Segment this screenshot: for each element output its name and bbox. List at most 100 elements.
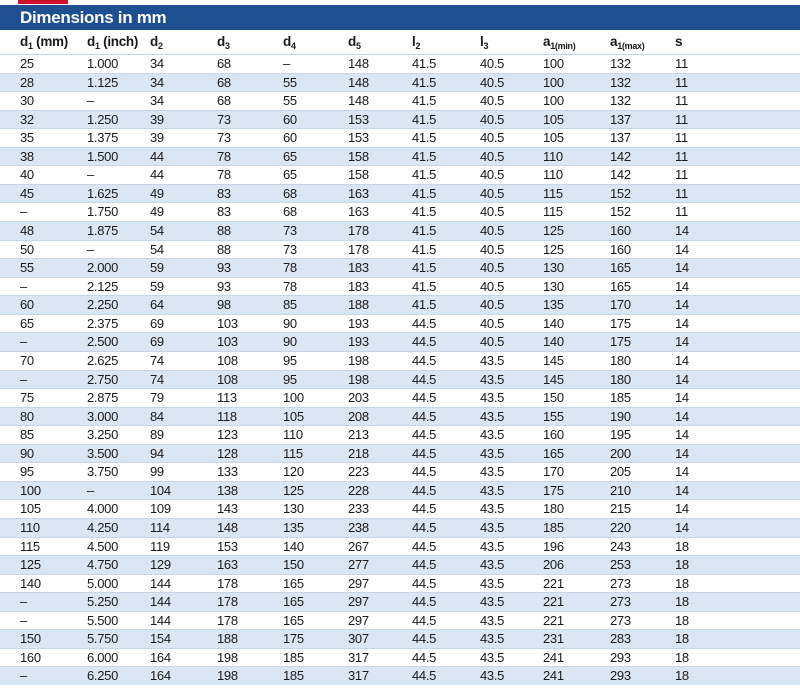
table-cell: 221 (543, 612, 564, 628)
header-base: d (87, 34, 95, 49)
table-cell: 80 (20, 408, 34, 424)
table-cell: 32 (20, 111, 34, 127)
table-cell: 95 (283, 352, 297, 368)
table-cell: 88 (217, 241, 231, 257)
table-cell: 68 (217, 93, 231, 109)
table-cell: 148 (348, 56, 369, 71)
table-cell: 113 (217, 390, 237, 406)
table-row: 125 4.750 129 163 150 277 44.5 43.5 206 253 18 (0, 555, 800, 574)
table-cell: 273 (610, 612, 631, 628)
table-cell: 79 (150, 390, 164, 406)
table-cell: 135 (543, 297, 564, 313)
table-row: 40 – 44 78 65 158 41.5 40.5 110 142 11 (0, 165, 800, 184)
table-cell: 70 (20, 352, 34, 368)
table-cell: 137 (610, 111, 631, 127)
table-cell: 44.5 (412, 315, 437, 331)
table-row: 35 1.375 39 73 60 153 41.5 40.5 105 137 11 (0, 128, 800, 147)
table-cell: 18 (675, 612, 689, 628)
table-cell: 74 (150, 352, 164, 368)
table-cell: 14 (675, 352, 689, 368)
table-cell: 49 (150, 204, 164, 220)
table-cell: 158 (348, 148, 369, 164)
table-cell: 163 (217, 557, 238, 573)
table-cell: 40.5 (480, 93, 505, 109)
table-row: – 6.250 164 198 185 317 44.5 43.5 241 293 18 (0, 666, 800, 686)
table-cell: 14 (675, 464, 689, 480)
table-cell: 223 (348, 464, 369, 480)
table-cell: 93 (217, 260, 231, 276)
header-base: d (150, 34, 158, 49)
table-cell: 142 (610, 148, 631, 164)
table-cell: 41.5 (412, 74, 437, 90)
table-cell: 105 (20, 501, 41, 517)
table-cell: – (20, 204, 27, 220)
table-cell: 158 (348, 167, 369, 183)
table-cell: 105 (543, 130, 564, 146)
table-cell: 90 (283, 315, 297, 331)
table-cell: 193 (348, 334, 369, 350)
table-cell: 105 (283, 408, 304, 424)
table-cell: 108 (217, 371, 238, 387)
table-row: 105 4.000 109 143 130 233 44.5 43.5 180 215 14 (0, 499, 800, 518)
table-cell: 78 (217, 167, 231, 183)
table-cell: 5.000 (87, 575, 119, 591)
header-suffix: (mm) (32, 34, 68, 49)
table-cell: 133 (217, 464, 238, 480)
table-cell: – (20, 371, 27, 387)
table-cell: 154 (150, 631, 171, 647)
table-cell: 69 (150, 334, 164, 350)
table-cell: 3.250 (87, 427, 119, 443)
table-cell: 175 (610, 334, 631, 350)
table-cell: 41.5 (412, 278, 437, 294)
table-cell: 14 (675, 520, 689, 535)
table-cell: 14 (675, 223, 689, 239)
table-cell: 41.5 (412, 241, 437, 257)
table-cell: 129 (150, 557, 171, 573)
table-cell: 198 (348, 371, 369, 387)
header-sub: 1(max) (617, 41, 645, 51)
table-cell: 11 (675, 167, 688, 183)
table-row: 90 3.500 94 128 115 218 44.5 43.5 165 200 14 (0, 443, 800, 463)
table-cell: 75 (20, 390, 34, 406)
table-cell: 43.5 (480, 649, 505, 665)
table-cell: 1.125 (87, 74, 119, 90)
title-bar: Dimensions in mm (0, 5, 800, 30)
table-cell: 43.5 (480, 668, 505, 684)
table-cell: 175 (610, 315, 631, 331)
table-cell: 65 (283, 167, 297, 183)
table-cell: 41.5 (412, 93, 437, 109)
table-cell: 11 (675, 185, 688, 201)
table-cell: 210 (610, 482, 631, 498)
table-cell: 41.5 (412, 223, 437, 239)
table-cell: 183 (348, 278, 369, 294)
table-cell: 44.5 (412, 520, 437, 535)
table-cell: – (87, 167, 94, 183)
table-cell: 123 (217, 427, 238, 443)
table-cell: 40.5 (480, 260, 505, 276)
logo (18, 0, 68, 4)
table-cell: 206 (543, 557, 564, 573)
table-cell: 41.5 (412, 130, 437, 146)
table-row: 50 – 54 88 73 178 41.5 40.5 125 160 14 (0, 239, 800, 259)
table-cell: 273 (610, 575, 631, 591)
column-header: a1(max) (610, 34, 645, 51)
header-base: a (610, 34, 618, 49)
table-cell: – (20, 278, 27, 294)
table-cell: 178 (348, 223, 369, 239)
table-cell: 43.5 (480, 538, 505, 554)
table-cell: 18 (675, 631, 689, 647)
table-cell: 213 (348, 427, 369, 443)
table-cell: 18 (675, 668, 689, 684)
table-cell: 180 (610, 352, 631, 368)
table-cell: 64 (150, 297, 164, 313)
table-cell: 1.250 (87, 111, 119, 127)
table-cell: 11 (675, 93, 688, 109)
table-cell: 14 (675, 501, 689, 517)
table-cell: 41.5 (412, 56, 437, 71)
header-sub: 4 (290, 41, 296, 51)
table-cell: 18 (675, 557, 689, 573)
table-cell: 163 (348, 185, 369, 201)
table-cell: 55 (20, 260, 34, 276)
table-cell: 43.5 (480, 445, 505, 461)
table-cell: 40.5 (480, 167, 505, 183)
